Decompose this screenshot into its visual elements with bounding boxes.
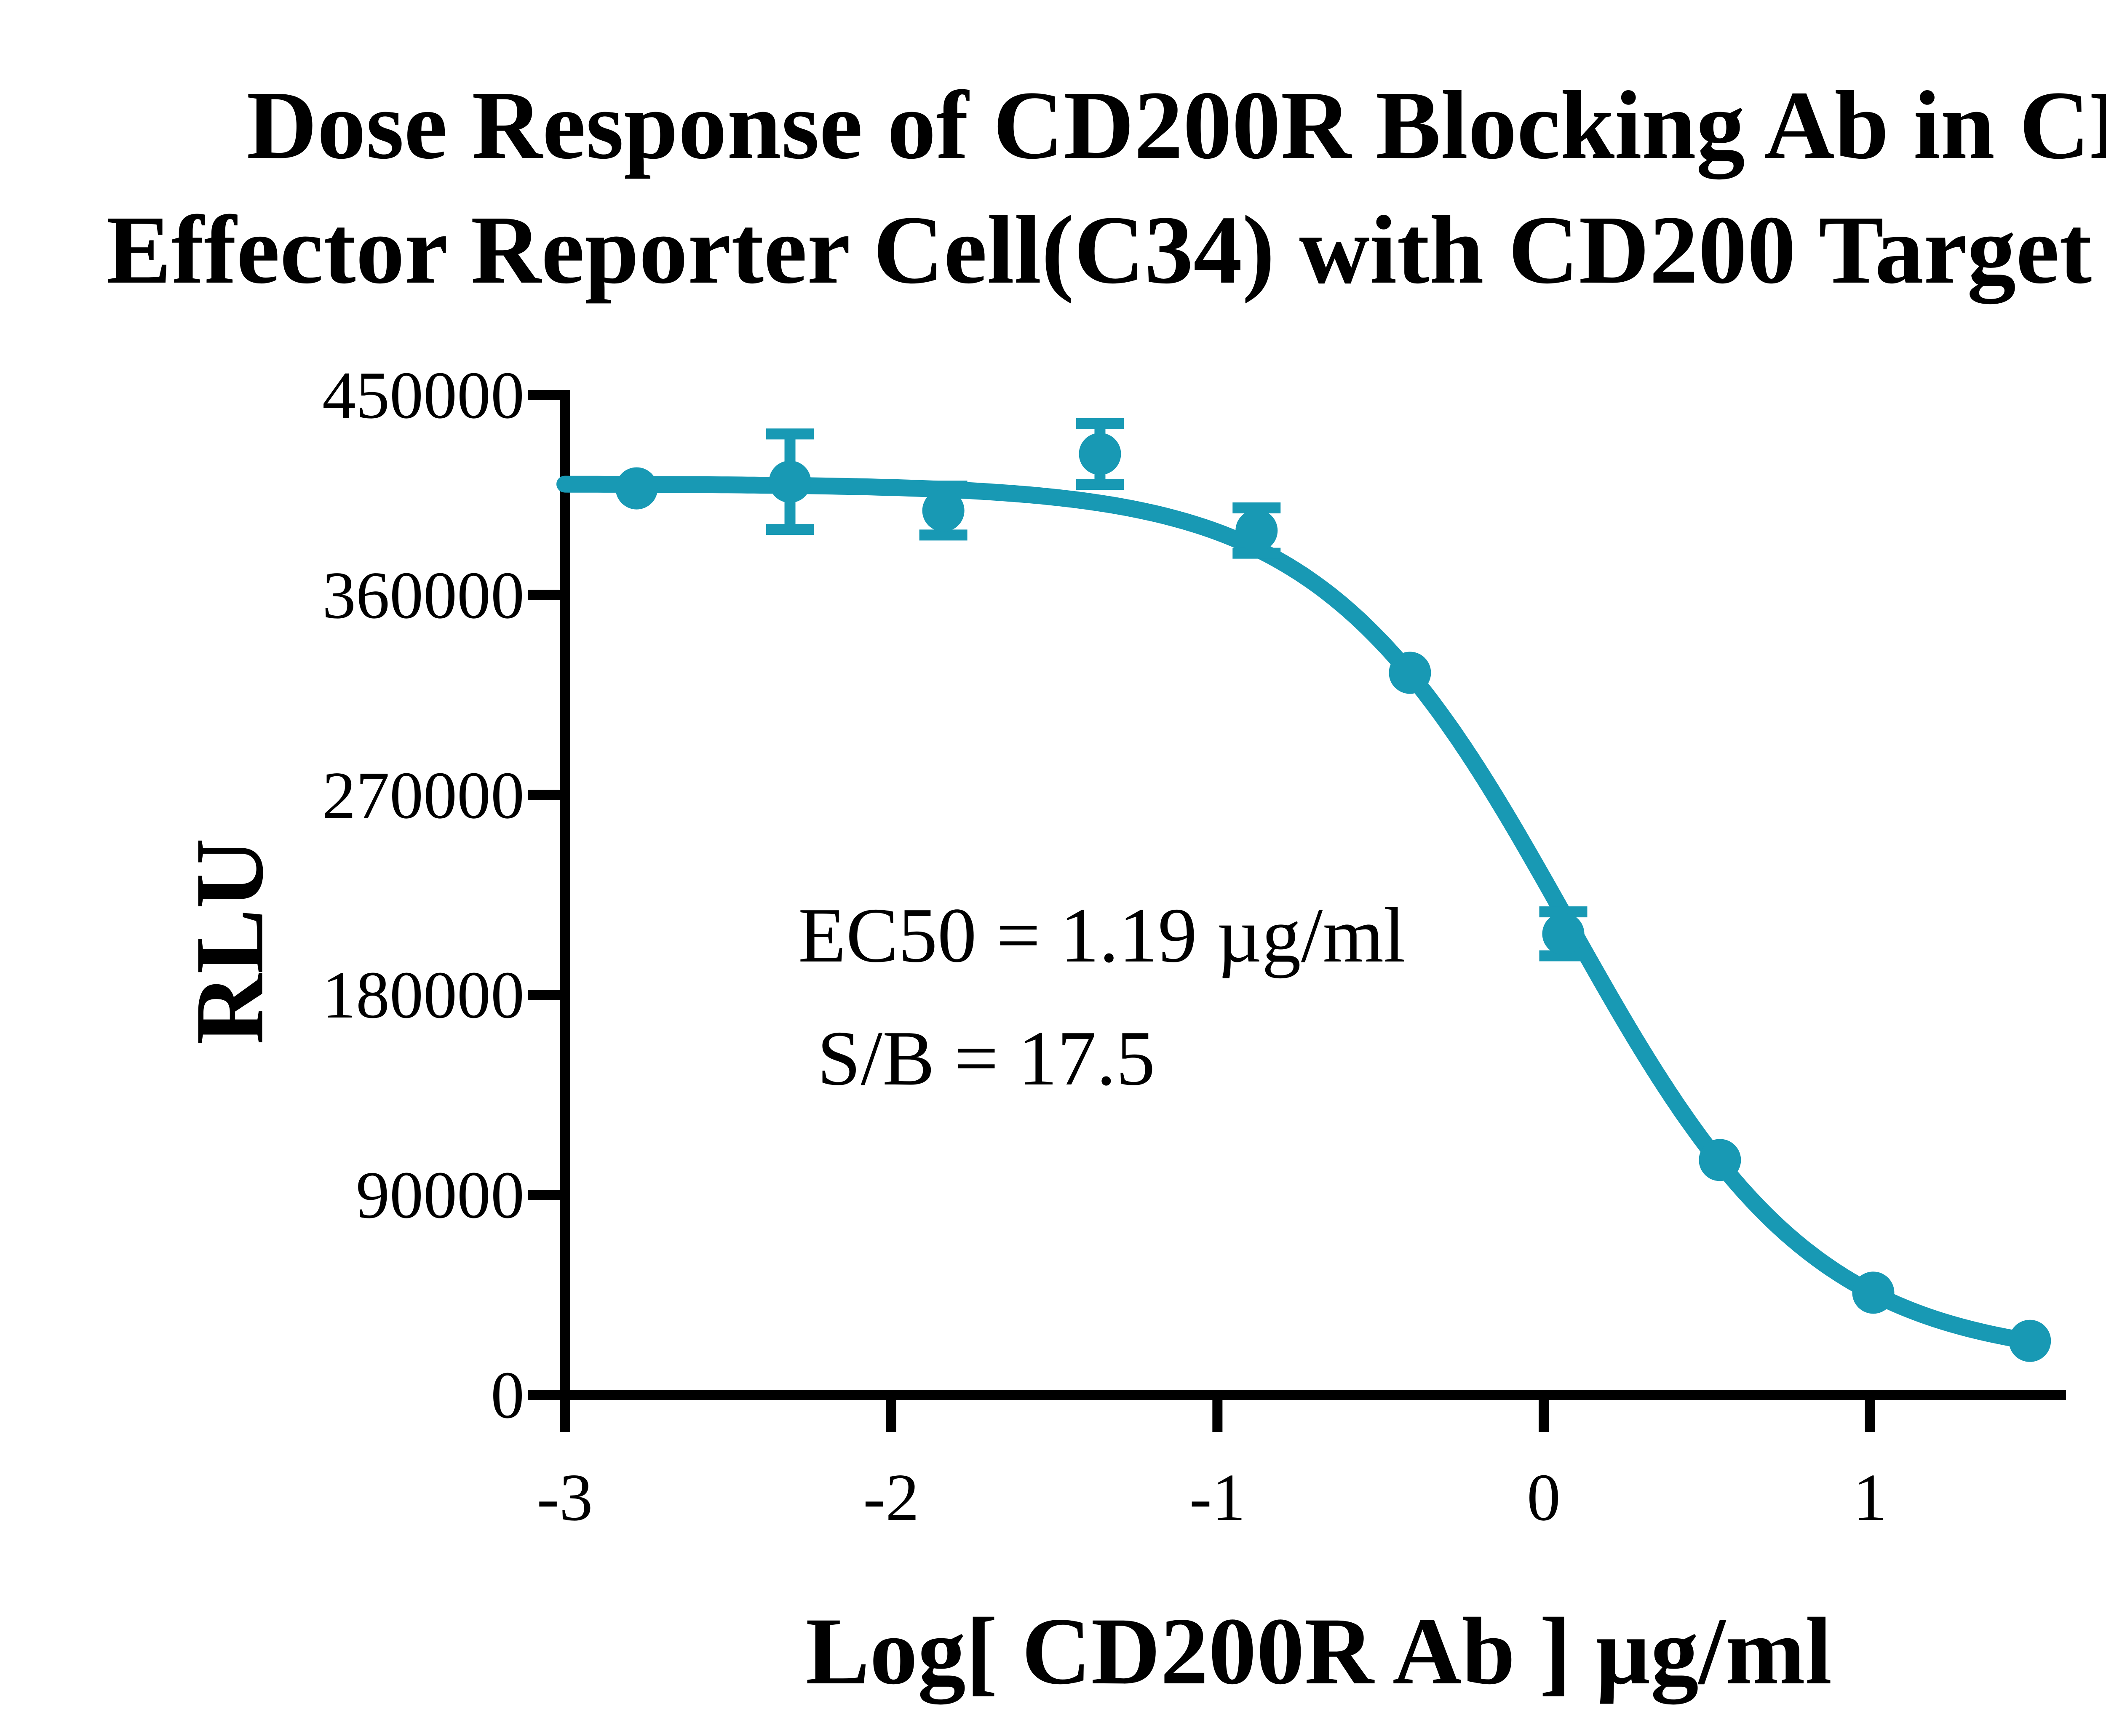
chart-title-line2: Effector Reporter Cell(C34) with CD200 T… [106,196,2106,304]
y-tick-label: 0 [491,1357,524,1432]
x-tick-label: 0 [1527,1460,1561,1535]
annotation-sb: S/B = 17.5 [817,1015,1155,1102]
annotation: EC50 = 1.19 µg/ml S/B = 17.5 [798,874,1406,1120]
x-tick-label: -1 [1189,1460,1245,1535]
x-tick-label: -3 [537,1460,593,1535]
y-tick-label: 360000 [322,557,524,633]
y-tick-label: 270000 [322,757,524,833]
x-tick-label: -2 [863,1460,919,1535]
annotation-ec50: EC50 = 1.19 µg/ml [798,892,1406,979]
y-tick-label: 180000 [322,957,524,1033]
y-tick-label: 450000 [322,358,524,433]
y-tick-label: 90000 [356,1157,524,1233]
chart-title-line1: Dose Response of CD200R Blocking Ab in C… [246,71,2106,179]
x-axis-title: Log[ CD200R Ab ] µg/ml [805,1598,1832,1704]
x-tick-label: 1 [1853,1460,1887,1535]
chart-title: Dose Response of CD200R Blocking Ab in C… [0,63,2106,312]
